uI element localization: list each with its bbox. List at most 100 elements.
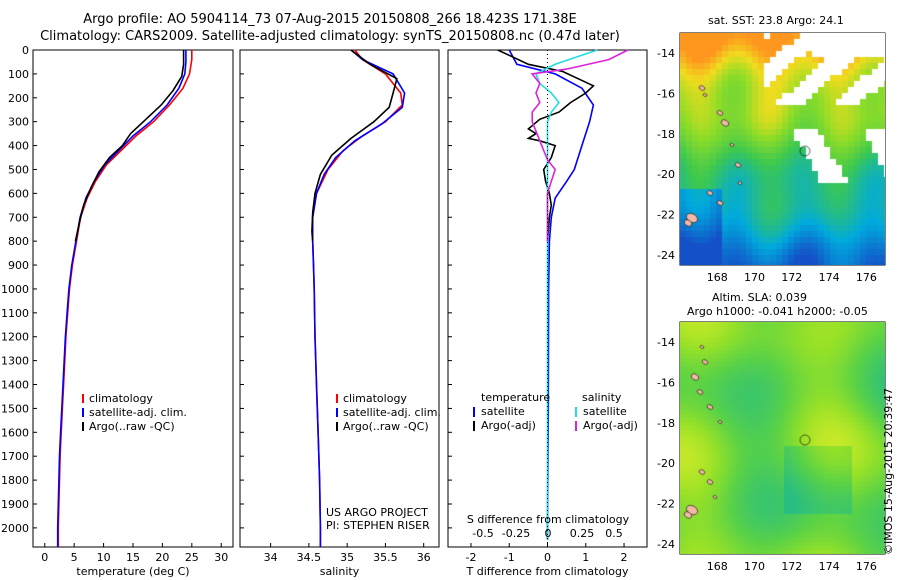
map-y-tick-label-2-1: -16	[657, 377, 675, 390]
x-tick-label-2-2: 0	[544, 551, 551, 564]
x-tick-label-0-4: 20	[155, 551, 169, 564]
x-tick-label-0-2: 10	[97, 551, 111, 564]
map-x-tick-label-2-2: 172	[781, 560, 802, 573]
x-axis-label-2: T difference from climatology	[466, 565, 629, 578]
y-tick-label-14: 1400	[1, 379, 29, 392]
x-tick-label-0-3: 15	[126, 551, 140, 564]
plot-frame-0	[32, 49, 234, 548]
legend-label-1-2: Argo(..raw -QC)	[343, 420, 429, 433]
plot-frame-1	[239, 49, 440, 548]
legend-label-0-1: satellite-adj. clim.	[89, 406, 187, 419]
top-tick-label-0: -0.5	[472, 527, 493, 540]
top-axis-label: S difference from climatology	[467, 513, 630, 526]
map-y-tick-label-2-2: -18	[657, 417, 675, 430]
series-line-0-1	[56, 50, 187, 547]
y-tick-label-20: 2000	[1, 522, 29, 535]
x-tick-label-1-1: 34.5	[297, 551, 322, 564]
sst-map-title: sat. SST: 23.8 Argo: 24.1	[708, 14, 844, 27]
x-tick-label-1-0: 34	[264, 551, 278, 564]
map-y-tick-label-1-2: -18	[657, 128, 675, 141]
series-line-1-1	[311, 49, 406, 547]
x-tick-label-0-6: 30	[214, 551, 228, 564]
map-x-tick-label-1-0: 168	[707, 271, 728, 284]
y-tick-label-10: 1000	[1, 283, 29, 296]
x-tick-label-1-3: 35.5	[373, 551, 398, 564]
y-tick-label-16: 1600	[1, 426, 29, 439]
credit-project: US ARGO PROJECT	[326, 506, 428, 519]
x-axis-label-1: salinity	[320, 565, 360, 578]
x-tick-label-0-0: 0	[41, 551, 48, 564]
diff-legend-label-3: Argo(-adj)	[583, 419, 638, 432]
x-tick-label-2-0: -2	[465, 551, 476, 564]
y-tick-label-5: 500	[8, 163, 29, 176]
map-x-tick-label-1-4: 176	[856, 271, 877, 284]
y-tick-label-6: 600	[8, 187, 29, 200]
map-x-tick-label-2-3: 174	[819, 560, 840, 573]
map-y-tick-label-1-1: -16	[657, 88, 675, 101]
y-tick-label-19: 1900	[1, 498, 29, 511]
legend-label-1-1: satellite-adj. clim.	[343, 406, 441, 419]
map-x-tick-label-1-1: 170	[744, 271, 765, 284]
y-tick-label-18: 1800	[1, 474, 29, 487]
y-tick-label-7: 700	[8, 211, 29, 224]
y-tick-label-17: 1700	[1, 450, 29, 463]
top-tick-label-4: 0.5	[605, 527, 623, 540]
sla-map-title: Altim. SLA: 0.039	[712, 291, 808, 304]
top-tick-label-2: 0	[545, 527, 552, 540]
sla-map-canvas	[680, 322, 885, 554]
diff-legend-label-1: Argo(-adj)	[481, 419, 536, 432]
map-y-tick-label-1-4: -22	[657, 209, 675, 222]
map-y-tick-label-1-0: -14	[657, 47, 675, 60]
sla-map-subtitle: Argo h1000: -0.041 h2000: -0.05	[687, 305, 868, 318]
map-x-tick-label-1-3: 174	[819, 271, 840, 284]
x-tick-label-1-4: 36	[417, 551, 431, 564]
diff-legend-label-2: satellite	[583, 405, 627, 418]
x-tick-label-2-3: 1	[582, 551, 589, 564]
x-tick-label-2-1: -1	[504, 551, 515, 564]
timestamp-label: ©IMOS 15-Aug-2015 20:39:47	[882, 388, 895, 555]
series-line-1-0	[311, 49, 404, 547]
y-tick-label-15: 1500	[1, 402, 29, 415]
x-axis-label-0: temperature (deg C)	[76, 565, 189, 578]
legend-label-0-2: Argo(..raw -QC)	[89, 420, 175, 433]
map-x-tick-label-2-4: 176	[856, 560, 877, 573]
series-line-2-0	[508, 49, 595, 540]
figure-title-line1: Argo profile: AO 5904114_73 07-Aug-2015 …	[83, 12, 577, 27]
y-tick-label-8: 800	[8, 235, 29, 248]
top-tick-label-1: -0.25	[502, 527, 530, 540]
y-tick-label-13: 1300	[1, 355, 29, 368]
top-tick-label-3: 0.25	[570, 527, 595, 540]
map-y-tick-label-1-3: -20	[657, 168, 675, 181]
y-tick-label-1: 100	[8, 68, 29, 81]
map-y-tick-label-1-5: -24	[657, 249, 675, 262]
y-tick-label-9: 900	[8, 259, 29, 272]
y-tick-label-3: 300	[8, 116, 29, 129]
figure-title-line2: Climatology: CARS2009. Satellite-adjuste…	[40, 29, 620, 44]
y-tick-label-4: 400	[8, 140, 29, 153]
legend-title-temperature: temperature	[481, 391, 550, 404]
x-tick-label-2-4: 2	[621, 551, 628, 564]
series-line-2-2	[534, 49, 598, 540]
credit-pi: PI: STEPHEN RISER	[326, 519, 430, 532]
x-tick-label-0-5: 25	[185, 551, 199, 564]
series-line-1-2	[311, 49, 398, 242]
legend-label-0-0: climatology	[89, 392, 153, 405]
sst-map-canvas	[680, 33, 885, 265]
map-y-tick-label-2-3: -20	[657, 457, 675, 470]
map-x-tick-label-2-0: 168	[707, 560, 728, 573]
y-tick-label-2: 200	[8, 92, 29, 105]
x-tick-label-0-1: 5	[71, 551, 78, 564]
map-y-tick-label-2-5: -24	[657, 538, 675, 551]
x-tick-label-1-2: 35	[340, 551, 354, 564]
map-y-tick-label-2-0: -14	[657, 336, 675, 349]
series-line-2-3	[530, 49, 629, 242]
legend-label-1-0: climatology	[343, 392, 407, 405]
legend-title-salinity: salinity	[582, 391, 622, 404]
y-tick-label-12: 1200	[1, 331, 29, 344]
map-x-tick-label-2-1: 170	[744, 560, 765, 573]
diff-legend-label-0: satellite	[481, 405, 525, 418]
series-line-2-1	[497, 49, 595, 242]
y-tick-label-11: 1100	[1, 307, 29, 320]
